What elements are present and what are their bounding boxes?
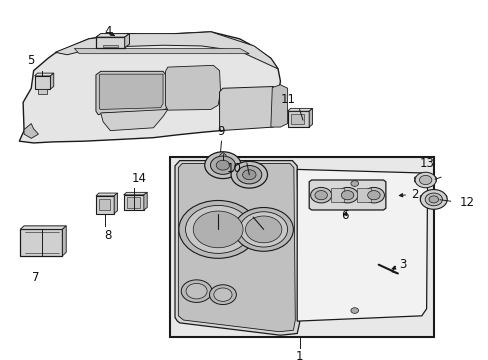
Circle shape xyxy=(420,189,447,209)
Circle shape xyxy=(185,206,250,253)
Text: 8: 8 xyxy=(104,229,111,242)
Polygon shape xyxy=(123,192,147,195)
Text: 2: 2 xyxy=(399,188,418,201)
Polygon shape xyxy=(20,226,66,229)
Polygon shape xyxy=(287,111,308,127)
Polygon shape xyxy=(101,109,167,131)
Circle shape xyxy=(239,212,287,247)
Polygon shape xyxy=(175,161,299,335)
Circle shape xyxy=(210,156,235,174)
Polygon shape xyxy=(414,174,435,185)
Polygon shape xyxy=(114,193,117,213)
Polygon shape xyxy=(308,180,385,210)
Bar xyxy=(290,114,304,124)
Text: 5: 5 xyxy=(27,54,35,67)
Bar xyxy=(99,199,110,210)
Polygon shape xyxy=(420,192,446,205)
Circle shape xyxy=(181,280,211,302)
Polygon shape xyxy=(297,170,427,321)
Bar xyxy=(39,89,47,94)
Circle shape xyxy=(310,188,331,203)
Text: 7: 7 xyxy=(32,271,40,284)
Polygon shape xyxy=(96,37,124,48)
Polygon shape xyxy=(24,123,39,138)
Polygon shape xyxy=(20,229,62,256)
Polygon shape xyxy=(19,32,280,143)
Circle shape xyxy=(336,188,357,203)
Circle shape xyxy=(428,196,438,203)
Polygon shape xyxy=(287,108,312,111)
Circle shape xyxy=(216,160,229,170)
Circle shape xyxy=(424,193,442,206)
Text: 10: 10 xyxy=(226,162,241,175)
Text: 6: 6 xyxy=(341,210,348,222)
Text: 1: 1 xyxy=(295,350,303,360)
Circle shape xyxy=(242,170,256,180)
Polygon shape xyxy=(35,76,50,89)
Text: 14: 14 xyxy=(131,172,146,185)
Polygon shape xyxy=(165,66,220,110)
Polygon shape xyxy=(178,163,295,332)
Circle shape xyxy=(367,190,379,200)
Polygon shape xyxy=(124,33,129,48)
Polygon shape xyxy=(143,192,147,210)
Circle shape xyxy=(341,190,353,200)
Circle shape xyxy=(231,161,267,188)
Circle shape xyxy=(236,166,261,184)
Circle shape xyxy=(179,201,257,258)
Polygon shape xyxy=(74,48,249,54)
Polygon shape xyxy=(55,32,278,69)
Circle shape xyxy=(414,172,435,188)
Circle shape xyxy=(245,216,281,243)
Bar xyxy=(170,157,433,337)
Circle shape xyxy=(209,285,236,305)
Circle shape xyxy=(350,181,358,186)
Polygon shape xyxy=(308,108,312,127)
Circle shape xyxy=(185,283,207,299)
Polygon shape xyxy=(96,71,167,115)
Polygon shape xyxy=(270,85,287,127)
Polygon shape xyxy=(50,73,54,89)
Polygon shape xyxy=(96,33,129,37)
Polygon shape xyxy=(96,193,117,196)
Circle shape xyxy=(419,175,431,185)
Text: 9: 9 xyxy=(216,125,224,138)
Polygon shape xyxy=(219,86,278,131)
Polygon shape xyxy=(62,226,66,256)
Text: 11: 11 xyxy=(281,93,295,106)
Text: 3: 3 xyxy=(391,258,406,271)
Circle shape xyxy=(204,152,241,179)
Circle shape xyxy=(314,190,327,200)
Text: 12: 12 xyxy=(459,196,474,209)
Polygon shape xyxy=(123,195,143,210)
Polygon shape xyxy=(99,74,163,109)
Bar xyxy=(330,188,344,202)
Bar xyxy=(103,45,117,47)
Circle shape xyxy=(213,288,232,301)
Text: 4: 4 xyxy=(104,25,114,38)
Circle shape xyxy=(193,211,243,248)
Bar xyxy=(356,188,370,202)
Circle shape xyxy=(363,188,384,203)
Circle shape xyxy=(233,207,293,251)
Circle shape xyxy=(350,308,358,313)
Text: 13: 13 xyxy=(419,157,434,170)
Polygon shape xyxy=(35,73,54,76)
Polygon shape xyxy=(96,196,114,213)
Bar xyxy=(127,197,139,207)
